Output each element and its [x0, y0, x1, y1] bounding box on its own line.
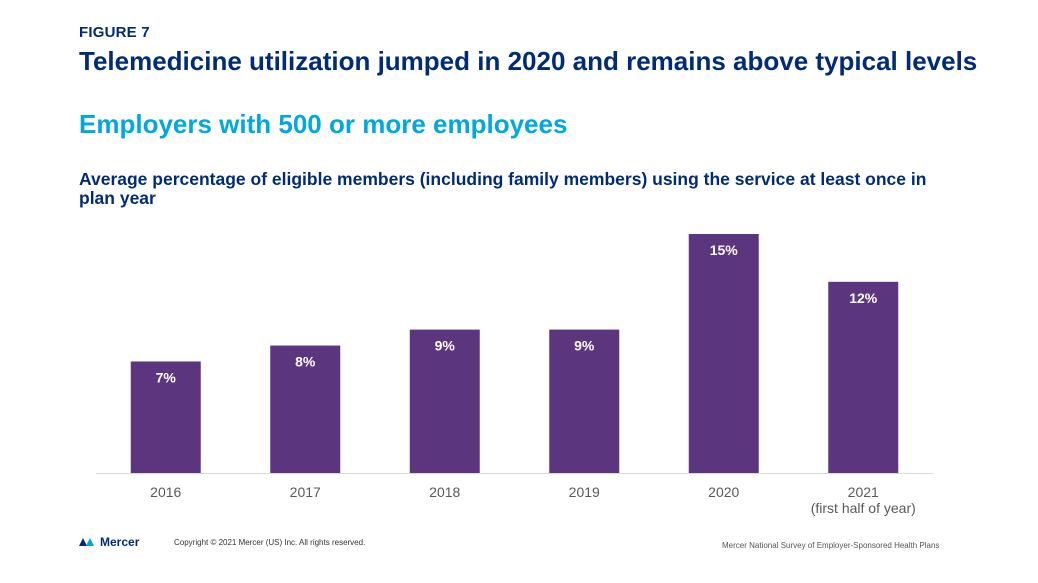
x-tick-label-5-line-1: (first half of year)	[811, 500, 916, 516]
data-label-0: 7%	[156, 369, 177, 385]
x-tick-label-0: 2016	[150, 484, 181, 500]
copyright-text: Copyright © 2021 Mercer (US) Inc. All ri…	[174, 538, 366, 547]
data-label-3: 9%	[574, 338, 595, 354]
data-label-5: 12%	[849, 290, 878, 306]
chart-title: Average percentage of eligible members (…	[79, 169, 927, 208]
data-label-4: 15%	[710, 242, 739, 258]
bar-1	[270, 345, 341, 473]
x-tick-label-1: 2017	[290, 484, 321, 500]
page-title: Telemedicine utilization jumped in 2020 …	[79, 46, 978, 76]
x-tick-label-4: 2020	[708, 484, 739, 500]
footer-logo: Mercer	[78, 535, 139, 549]
figure-label: FIGURE 7	[79, 24, 150, 41]
bar-2	[409, 329, 480, 473]
data-label-2: 9%	[435, 338, 456, 354]
x-tick-label-5: 2021	[848, 484, 879, 500]
bar-3	[549, 329, 620, 473]
page-subtitle: Employers with 500 or more employees	[79, 109, 568, 139]
brand-name: Mercer	[100, 535, 140, 549]
x-tick-label-2: 2018	[429, 484, 460, 500]
source-text: Mercer National Survey of Employer-Spons…	[722, 541, 940, 550]
mercer-logo-icon	[79, 538, 94, 546]
data-label-1: 8%	[295, 354, 316, 370]
bar-4	[688, 234, 759, 473]
bar-5	[828, 281, 899, 473]
bar-0	[130, 361, 201, 473]
x-tick-label-3: 2019	[569, 484, 600, 500]
